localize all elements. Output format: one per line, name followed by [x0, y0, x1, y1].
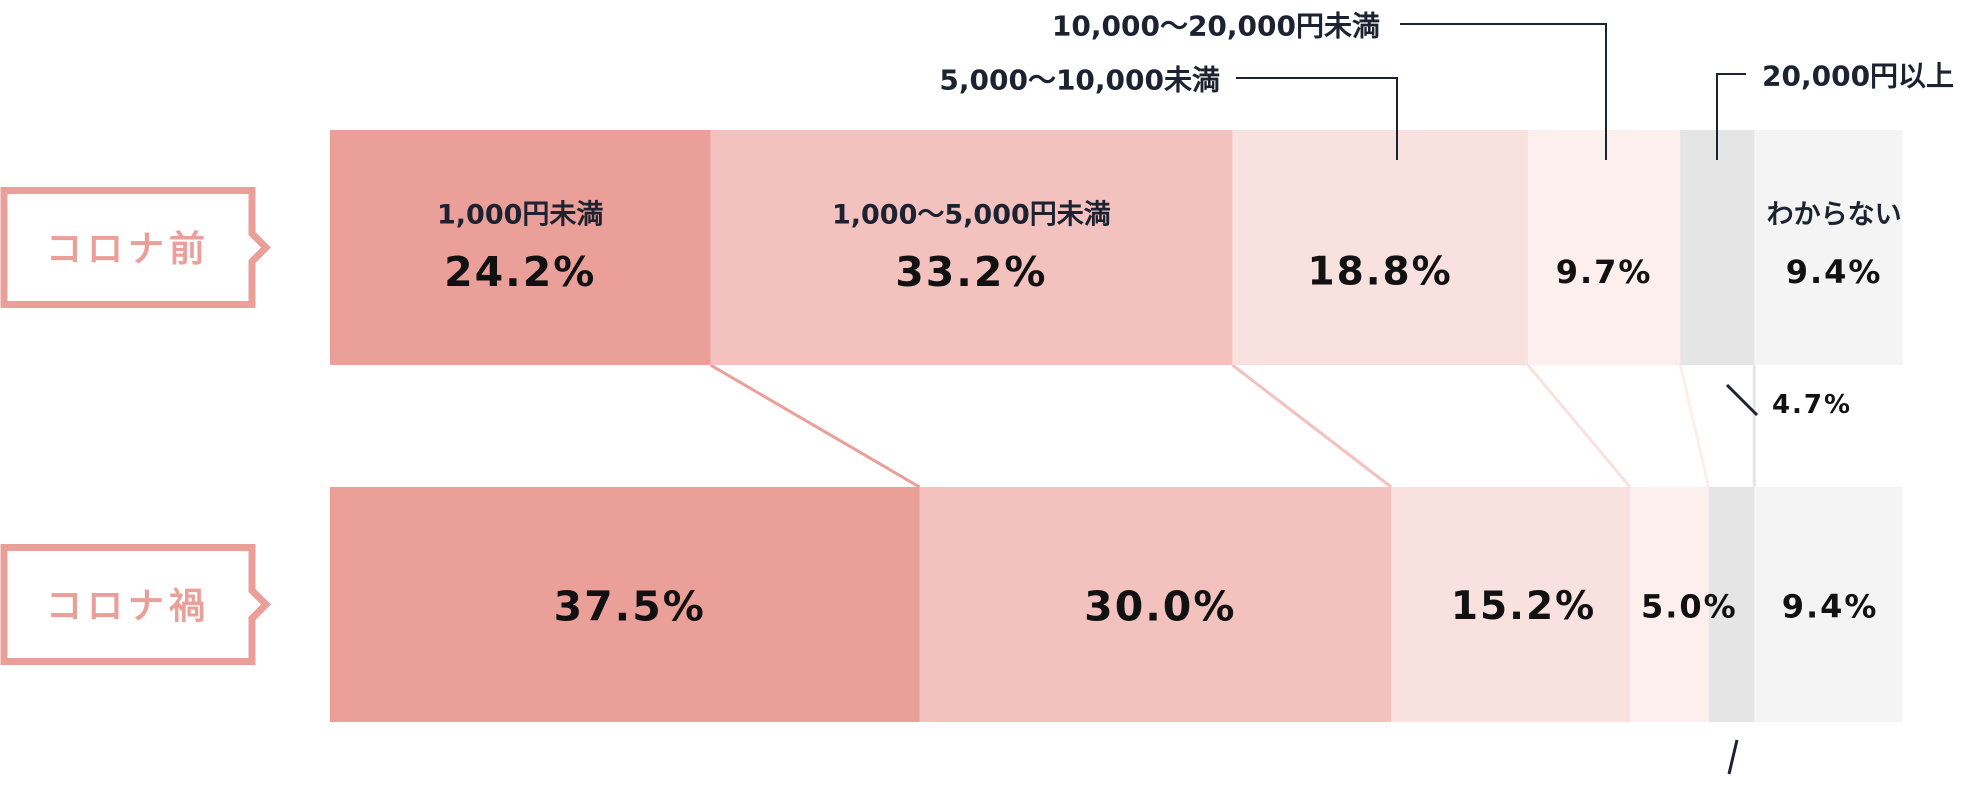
row-tag-label-1: コロナ前	[46, 229, 210, 270]
leader-lines	[1236, 23, 1759, 775]
value-label-row2-3: 15.2%	[1451, 584, 1596, 629]
connector-line-2	[1231, 363, 1393, 489]
leader-line-3	[1236, 77, 1398, 160]
bar-segment-row1-6	[1754, 130, 1903, 365]
connector-line-3	[1526, 364, 1632, 488]
bar-segment-row2-2	[919, 487, 1392, 722]
value-label-row2-1: 37.5%	[554, 583, 706, 631]
value-label-row1-1: 24.2%	[444, 248, 596, 296]
bar-segment-row2-5	[1708, 487, 1755, 722]
leader-line-row2-5	[1727, 739, 1739, 775]
value-label-row2-2: 30.0%	[1084, 583, 1236, 631]
segment-name-1: 1,000円未満	[437, 200, 603, 231]
segment-name-6: わからない	[1767, 200, 1902, 231]
bar-segment-row1-2	[710, 130, 1233, 365]
segment-name-2: 1,000〜5,000円未満	[832, 200, 1111, 231]
value-label-row1-5: 4.7%	[1772, 390, 1852, 420]
value-label-row1-2: 33.2%	[895, 248, 1047, 296]
bar-segment-row1-5	[1680, 130, 1755, 365]
bar-segment-row1-1	[330, 130, 712, 365]
row-tag-box-1	[0, 187, 271, 308]
segment-connectors	[709, 363, 1756, 489]
row-tag-label-2: コロナ禍	[46, 586, 210, 627]
connector-line-1	[709, 363, 921, 489]
segment-name-3: 5,000〜10,000未満	[939, 64, 1220, 97]
leader-line-5-value	[1725, 383, 1759, 417]
bar-segment-row1-3	[1232, 130, 1529, 365]
bar-segment-row2-1	[330, 487, 921, 722]
chart-labels: 1,000円未満 24.2% 1,000〜5,000円未満 33.2% 18.8% 9.7…	[437, 10, 1954, 786]
bar-segment-row1-4	[1527, 130, 1681, 365]
segment-name-4: 10,000〜20,000円未満	[1052, 10, 1380, 43]
bar-segment-row2-6	[1754, 487, 1903, 722]
value-label-row1-6: 9.4%	[1786, 253, 1883, 291]
connector-line-4	[1678, 364, 1711, 488]
row-tag-box-2	[0, 544, 271, 665]
bar-segment-row2-3	[1391, 487, 1631, 722]
value-label-row2-6: 9.4%	[1782, 588, 1879, 626]
value-label-row2-4: 5.0%	[1641, 588, 1738, 626]
value-label-row1-4: 9.7%	[1556, 253, 1653, 291]
value-label-row1-3: 18.8%	[1307, 250, 1452, 295]
bar-segment-row2-4	[1630, 487, 1710, 722]
bar-segments	[330, 130, 1903, 722]
leader-line-5	[1716, 73, 1746, 160]
leader-line-4	[1400, 23, 1607, 160]
segment-name-5: 20,000円以上	[1762, 60, 1954, 93]
